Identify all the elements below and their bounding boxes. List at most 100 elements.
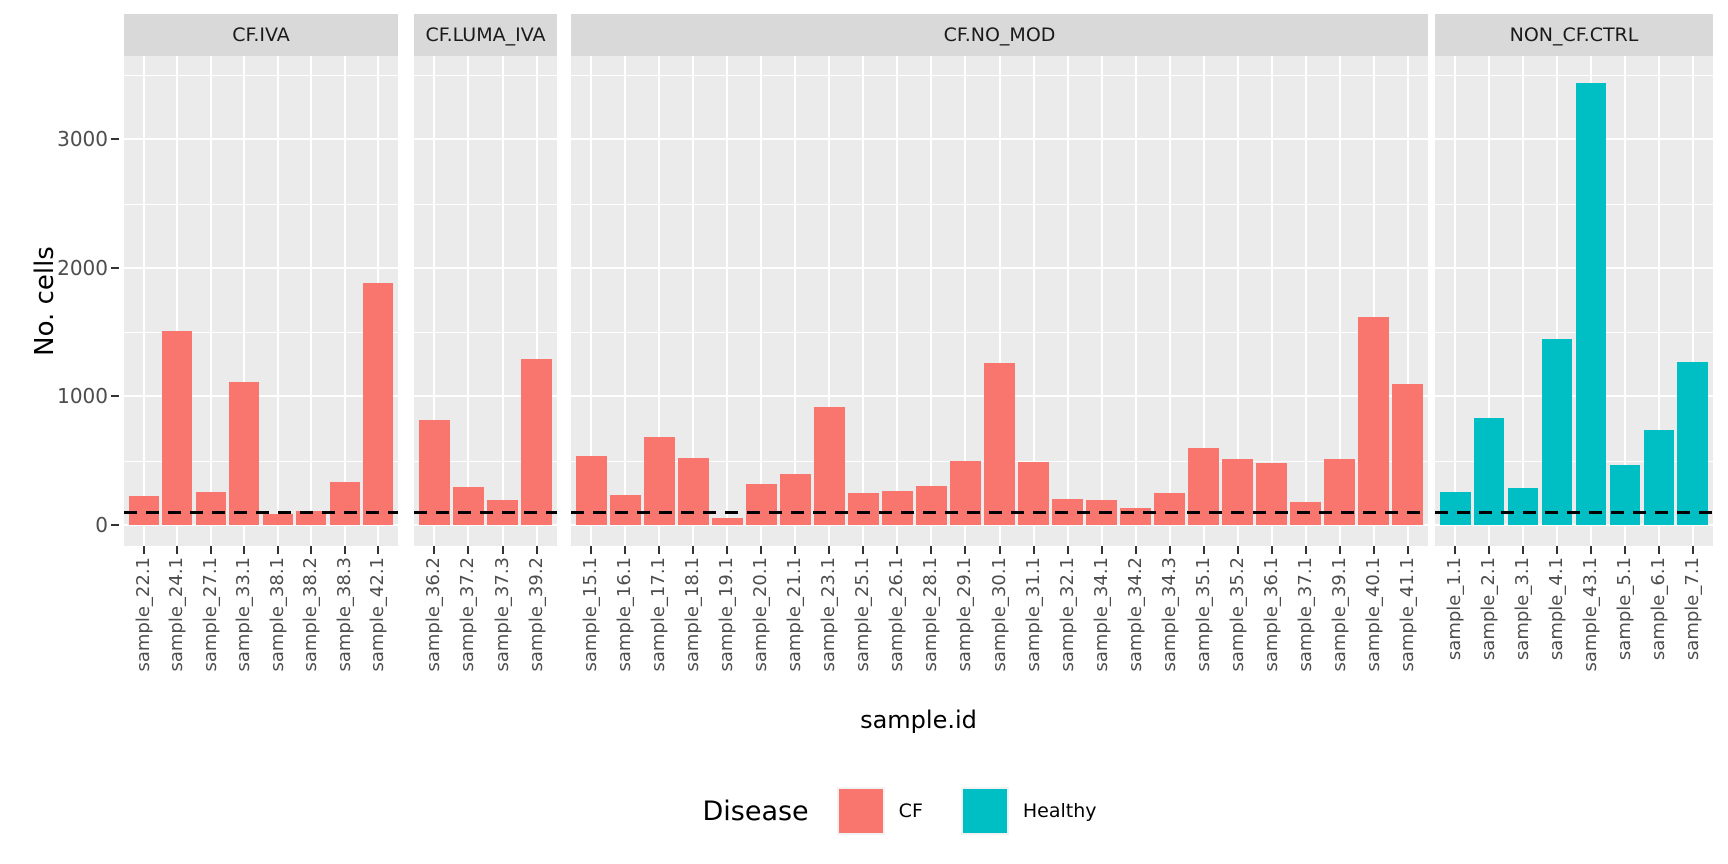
x-tick-label: sample_34.3 <box>1158 557 1180 672</box>
x-tick-mark <box>726 546 729 554</box>
x-tick-mark <box>310 546 313 554</box>
legend-key-healthy <box>960 787 1009 835</box>
gridline-major <box>414 266 557 269</box>
facet-panel <box>124 56 398 546</box>
bar <box>1324 458 1355 525</box>
bar <box>576 456 607 525</box>
facet-panel <box>1435 56 1713 546</box>
x-tick-label: sample_22.1 <box>133 557 155 672</box>
x-tick-mark <box>1338 546 1341 554</box>
x-tick-mark <box>343 546 346 554</box>
x-tick-mark <box>209 546 212 554</box>
bar <box>984 362 1015 525</box>
reference-line <box>1435 511 1713 515</box>
x-tick-mark <box>1372 546 1375 554</box>
y-tick-mark <box>111 138 119 141</box>
bar <box>1222 459 1253 525</box>
x-tick-mark <box>176 546 179 554</box>
facet-strip: CF.NO_MOD <box>571 14 1428 56</box>
gridline-minor <box>1435 332 1713 334</box>
gridline-vertical <box>624 56 627 546</box>
x-tick-label: sample_21.1 <box>784 557 806 672</box>
x-tick-mark <box>276 546 279 554</box>
bar <box>1154 492 1185 525</box>
x-tick-mark <box>1488 546 1491 554</box>
x-tick-label: sample_23.1 <box>818 557 840 672</box>
x-tick-label: sample_5.1 <box>1613 557 1635 661</box>
facet-panel <box>571 56 1428 546</box>
x-tick-label: sample_20.1 <box>750 557 772 672</box>
x-tick-mark <box>1406 546 1409 554</box>
x-tick-mark <box>964 546 967 554</box>
bar <box>1392 384 1423 525</box>
facet-strip: CF.LUMA_IVA <box>414 14 557 56</box>
bar <box>814 407 845 525</box>
gridline-major <box>124 266 398 269</box>
bar <box>262 514 293 525</box>
bar <box>1018 461 1049 525</box>
bar <box>1358 316 1389 525</box>
bar <box>712 517 743 525</box>
gridline-minor <box>414 74 557 76</box>
gridline-vertical <box>1454 56 1457 546</box>
x-tick-label: sample_3.1 <box>1512 557 1534 661</box>
gridline-vertical <box>276 56 279 546</box>
x-tick-label: sample_6.1 <box>1647 557 1669 661</box>
gridline-major <box>124 138 398 141</box>
x-tick-mark <box>930 546 933 554</box>
gridline-vertical <box>433 56 436 546</box>
gridline-vertical <box>930 56 933 546</box>
x-tick-label: sample_34.2 <box>1124 557 1146 672</box>
gridline-vertical <box>658 56 661 546</box>
gridline-vertical <box>176 56 179 546</box>
gridline-major <box>1435 266 1713 269</box>
x-tick-label: sample_16.1 <box>614 557 636 672</box>
gridline-major <box>1435 524 1713 526</box>
x-tick-mark <box>1270 546 1273 554</box>
gridline-major <box>124 524 398 526</box>
gridline-major <box>124 395 398 398</box>
x-tick-label: sample_38.2 <box>300 557 322 672</box>
x-tick-label: sample_40.1 <box>1362 557 1384 672</box>
gridline-vertical <box>760 56 763 546</box>
gridline-vertical <box>343 56 346 546</box>
legend-title: Disease <box>702 795 809 827</box>
bar <box>1677 361 1708 525</box>
legend-label: Healthy <box>1022 800 1097 822</box>
y-tick-label: 1000 <box>57 384 108 409</box>
bar <box>296 511 327 525</box>
x-tick-label: sample_35.2 <box>1226 557 1248 672</box>
x-tick-label: sample_37.1 <box>1294 557 1316 672</box>
x-tick-mark <box>376 546 379 554</box>
gridline-minor <box>124 460 398 462</box>
x-tick-label: sample_37.2 <box>457 557 479 672</box>
x-tick-mark <box>535 546 538 554</box>
gridline-vertical <box>794 56 797 546</box>
gridline-vertical <box>1338 56 1341 546</box>
gridline-vertical <box>209 56 212 546</box>
x-tick-label: sample_32.1 <box>1056 557 1078 672</box>
gridline-vertical <box>1066 56 1069 546</box>
gridline-major <box>414 395 557 398</box>
gridline-vertical <box>1134 56 1137 546</box>
gridline-vertical <box>1032 56 1035 546</box>
gridline-minor <box>124 74 398 76</box>
y-tick-label: 3000 <box>57 127 108 152</box>
gridline-vertical <box>1236 56 1239 546</box>
gridline-vertical <box>467 56 470 546</box>
x-tick-mark <box>624 546 627 554</box>
x-tick-mark <box>692 546 695 554</box>
gridline-minor <box>1435 203 1713 205</box>
x-tick-mark <box>1202 546 1205 554</box>
reference-line <box>124 511 398 515</box>
gridline-vertical <box>1691 56 1694 546</box>
x-tick-label: sample_1.1 <box>1444 557 1466 661</box>
gridline-vertical <box>1406 56 1409 546</box>
gridline-vertical <box>828 56 831 546</box>
gridline-vertical <box>998 56 1001 546</box>
x-tick-mark <box>143 546 146 554</box>
bar <box>521 359 552 525</box>
facet-strip: NON_CF.CTRL <box>1435 14 1713 56</box>
gridline-minor <box>414 203 557 205</box>
x-tick-label: sample_38.1 <box>266 557 288 672</box>
